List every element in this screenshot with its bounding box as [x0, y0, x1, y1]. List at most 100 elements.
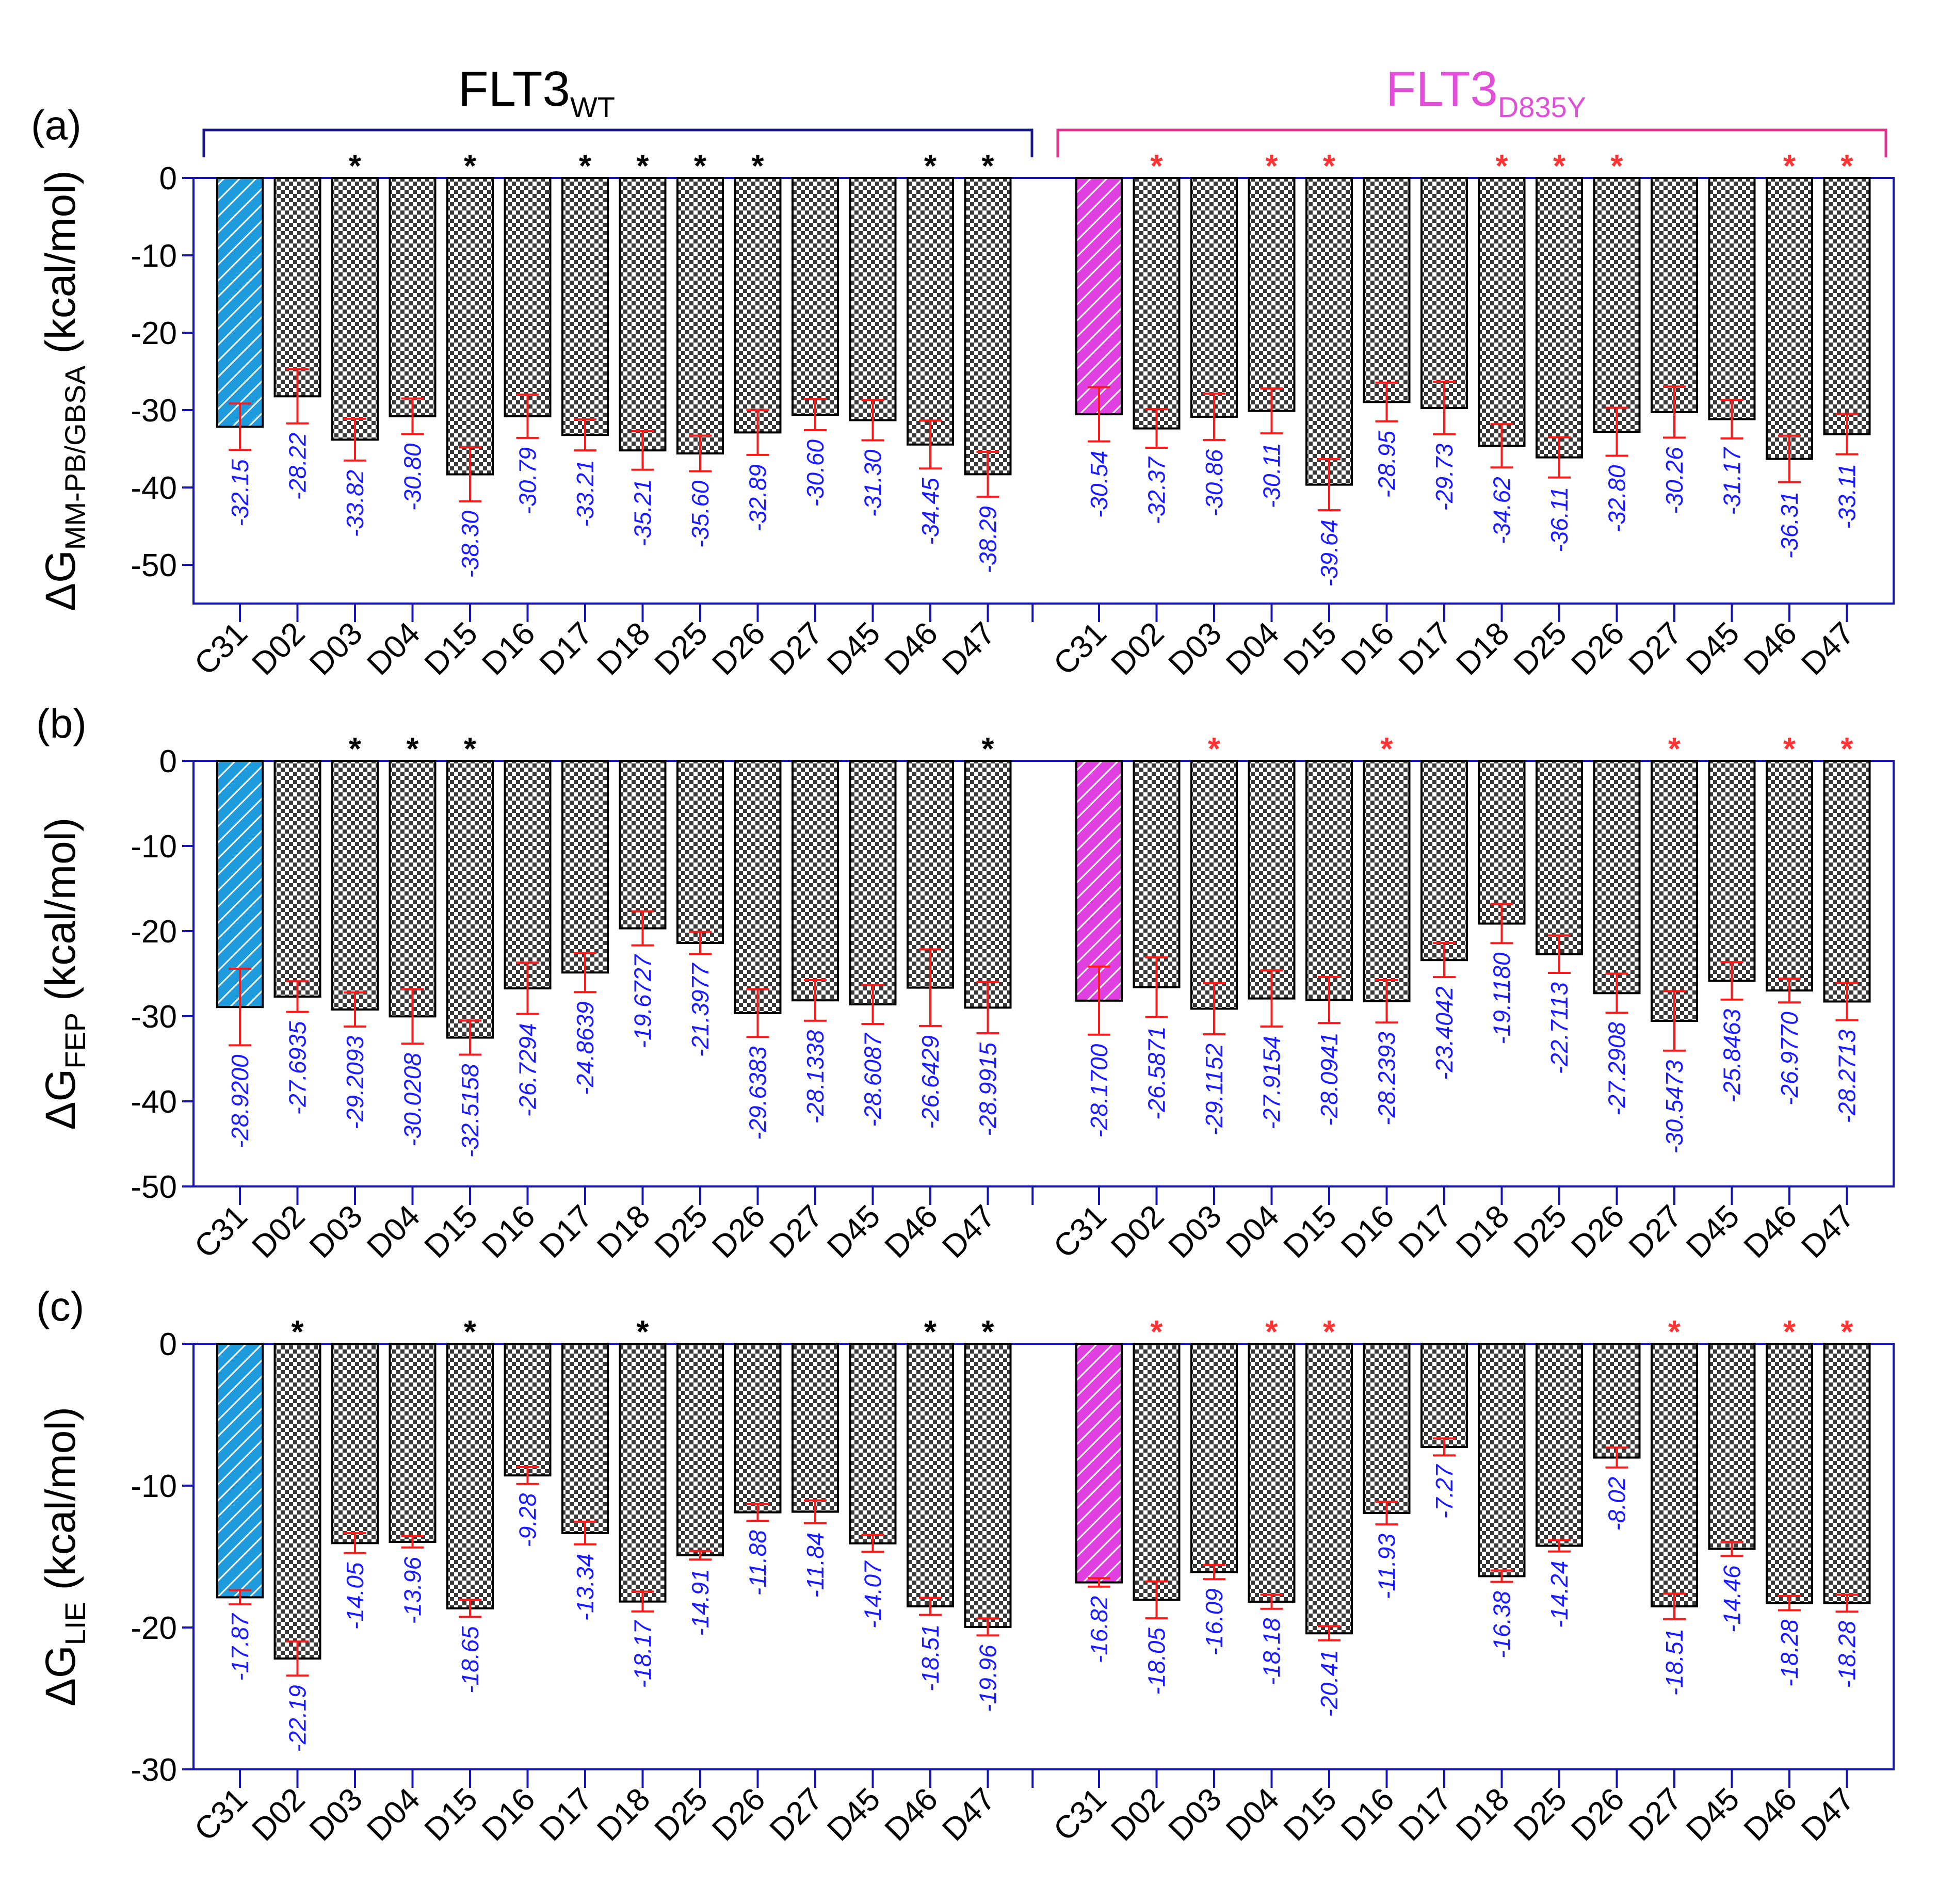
category-label: D47: [935, 1198, 1002, 1265]
y-tick-label: 0: [159, 161, 177, 197]
group-header-wt: FLT3WT: [202, 61, 1033, 157]
bar-mut-D16: [1363, 177, 1411, 403]
y-tick-label: -40: [131, 1084, 177, 1120]
bar-wt-D27: [792, 1343, 839, 1513]
category-label: D25: [648, 1198, 715, 1265]
series-mut: -28.1700 C31 -26.5871 D02 -29.1152 * D03 -27.91…: [1047, 731, 1871, 1265]
value-label: -18.28: [1834, 1621, 1861, 1688]
category-label: C31: [1047, 1781, 1113, 1848]
value-label: -16.09: [1201, 1588, 1228, 1655]
panel-label: (c): [36, 1283, 84, 1329]
bar-mut-D02: [1133, 760, 1181, 988]
category-label: D46: [1737, 1198, 1804, 1265]
significance-star: *: [1668, 1314, 1681, 1350]
y-tick-label: 0: [159, 1327, 177, 1362]
value-label: -32.15: [227, 459, 253, 527]
value-label: -26.5871: [1143, 1026, 1170, 1120]
value-label: -28.0941: [1316, 1032, 1343, 1126]
category-label: D27: [1622, 1781, 1689, 1848]
group-title-mut: FLT3D835Y: [1386, 61, 1586, 123]
category-label: D47: [935, 615, 1002, 682]
category-label: D45: [1679, 615, 1746, 682]
significance-star: *: [1323, 1314, 1336, 1350]
value-label: -34.62: [1489, 477, 1515, 544]
bar-mut-D26: [1593, 760, 1641, 995]
bar-wt-D02: [273, 760, 321, 998]
value-label: -28.1700: [1086, 1044, 1112, 1137]
group-bracket-mut: [1056, 128, 1887, 157]
bar-mut-C31: [1075, 760, 1123, 1002]
group-title-wt: FLT3WT: [458, 61, 615, 123]
category-label: D03: [1162, 1198, 1229, 1265]
significance-star: *: [1783, 731, 1796, 767]
y-tick-label: -50: [131, 1169, 177, 1205]
category-label: D03: [303, 615, 369, 682]
category-label: C31: [188, 1781, 254, 1848]
value-label: -26.7294: [514, 1023, 541, 1117]
value-label: -32.5158: [457, 1064, 483, 1158]
bar-mut-D26: [1593, 177, 1641, 433]
category-label: D18: [590, 1781, 657, 1848]
significance-star: *: [1783, 149, 1796, 184]
significance-star: *: [1783, 1314, 1796, 1350]
bar-wt-D18: [619, 760, 667, 930]
bar-wt-C31: [216, 760, 264, 1008]
significance-star: *: [349, 149, 362, 184]
category-label: D46: [878, 615, 945, 682]
category-label: D18: [1449, 1198, 1516, 1265]
value-label: -24.8639: [572, 1001, 599, 1095]
bar-wt-D47: [964, 177, 1012, 476]
bar-mut-D45: [1708, 177, 1756, 420]
value-label: -16.38: [1489, 1591, 1515, 1658]
bar-wt-D16: [504, 1343, 552, 1477]
category-label: D17: [533, 615, 600, 682]
bar-mut-D27: [1651, 1343, 1698, 1608]
value-label: -30.60: [802, 440, 829, 507]
bar-wt-D15: [446, 177, 494, 476]
bar-mut-D45: [1708, 760, 1756, 982]
bar-mut-C31: [1075, 177, 1123, 416]
bar-wt-D16: [504, 760, 552, 990]
bar-mut-C31: [1075, 1343, 1123, 1584]
category-label: D26: [1564, 615, 1631, 682]
category-label: D45: [820, 1781, 887, 1848]
category-label: D27: [1622, 615, 1689, 682]
bar-wt-D25: [676, 177, 724, 454]
significance-star: *: [636, 1314, 649, 1350]
category-label: D25: [1507, 1198, 1574, 1265]
y-tick-label: 0: [159, 744, 177, 779]
bar-mut-D15: [1305, 760, 1353, 1001]
value-label: -18.17: [629, 1620, 656, 1688]
value-label: -20.41: [1316, 1650, 1343, 1717]
significance-star: *: [1495, 149, 1508, 184]
y-tick-label: -20: [131, 1610, 177, 1646]
significance-star: *: [1610, 149, 1623, 184]
significance-star: *: [349, 731, 362, 767]
bar-wt-D03: [331, 177, 379, 441]
significance-star: *: [464, 149, 477, 184]
series-mut: -16.82 C31 -18.05 * D02 -16.09 D03 -18.18 * D04 -2…: [1047, 1314, 1871, 1848]
bar-mut-D47: [1823, 760, 1871, 1003]
bar-wt-D26: [734, 760, 782, 1015]
value-label: -23.4042: [1431, 986, 1458, 1080]
category-label: C31: [188, 615, 254, 682]
category-label: D46: [1737, 1781, 1804, 1848]
category-label: D18: [1449, 1781, 1516, 1848]
value-label: -26.9770: [1776, 1012, 1803, 1105]
value-label: -33.82: [342, 470, 368, 537]
category-label: D26: [1564, 1198, 1631, 1265]
category-label: D02: [245, 615, 312, 682]
value-label: -32.80: [1604, 465, 1630, 532]
category-label: D47: [1795, 615, 1861, 682]
value-label: -17.87: [227, 1613, 253, 1681]
bar-mut-D25: [1536, 177, 1583, 459]
value-label: -19.96: [975, 1645, 1002, 1712]
bar-wt-D45: [849, 177, 897, 421]
bar-mut-D46: [1766, 1343, 1813, 1604]
value-label: -33.11: [1834, 464, 1861, 529]
value-label: -19.1180: [1489, 952, 1515, 1045]
bar-mut-D17: [1420, 760, 1468, 962]
category-label: D26: [705, 1781, 772, 1848]
plot-frame: [192, 177, 1895, 605]
value-label: -32.37: [1143, 457, 1170, 525]
